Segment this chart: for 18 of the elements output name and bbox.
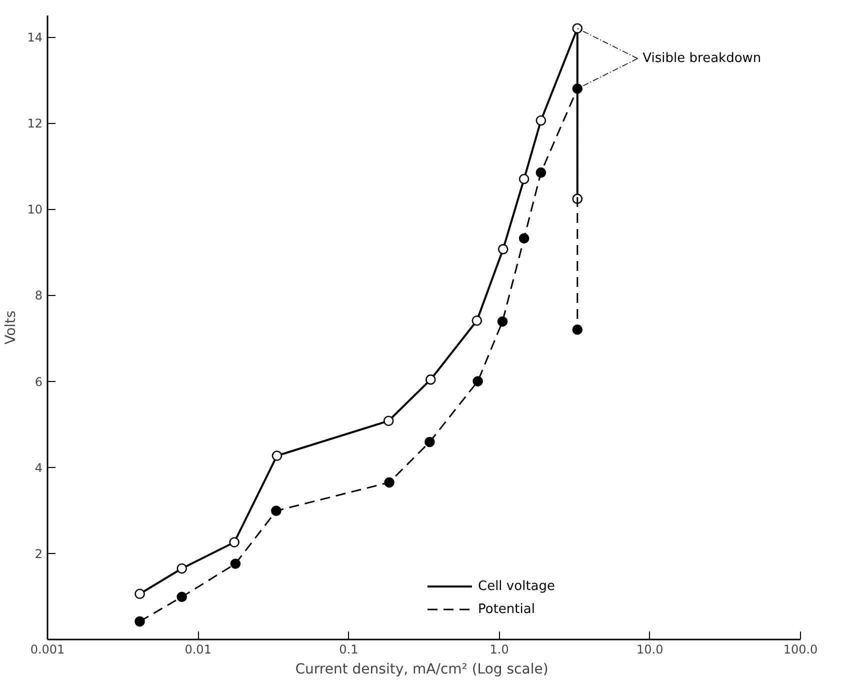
x-tick-label: 10.0 <box>636 642 664 656</box>
legend-label: Potential <box>478 602 535 616</box>
y-tick-label: 2 <box>34 546 43 561</box>
x-tick-label: 0.001 <box>30 642 65 656</box>
y-tick-label: 6 <box>34 374 43 389</box>
x-axis-title: Current density, mA/cm² (Log scale) <box>295 662 548 678</box>
x-tick-label: 100.0 <box>783 642 818 656</box>
x-tick-label: 1.0 <box>490 642 509 656</box>
x-tick-label: 0.1 <box>339 642 358 656</box>
y-tick-label: 10 <box>27 202 43 217</box>
x-tick-label: 0.01 <box>184 642 212 656</box>
y-tick-label: 14 <box>27 30 43 45</box>
y-tick-label: 8 <box>34 288 43 303</box>
y-axis-title: Volts <box>3 310 20 344</box>
annotation: Visible breakdown <box>642 51 762 66</box>
legend-label: Cell voltage <box>478 578 556 594</box>
y-tick-label: 4 <box>34 460 43 475</box>
y-tick-label: 12 <box>27 116 43 131</box>
